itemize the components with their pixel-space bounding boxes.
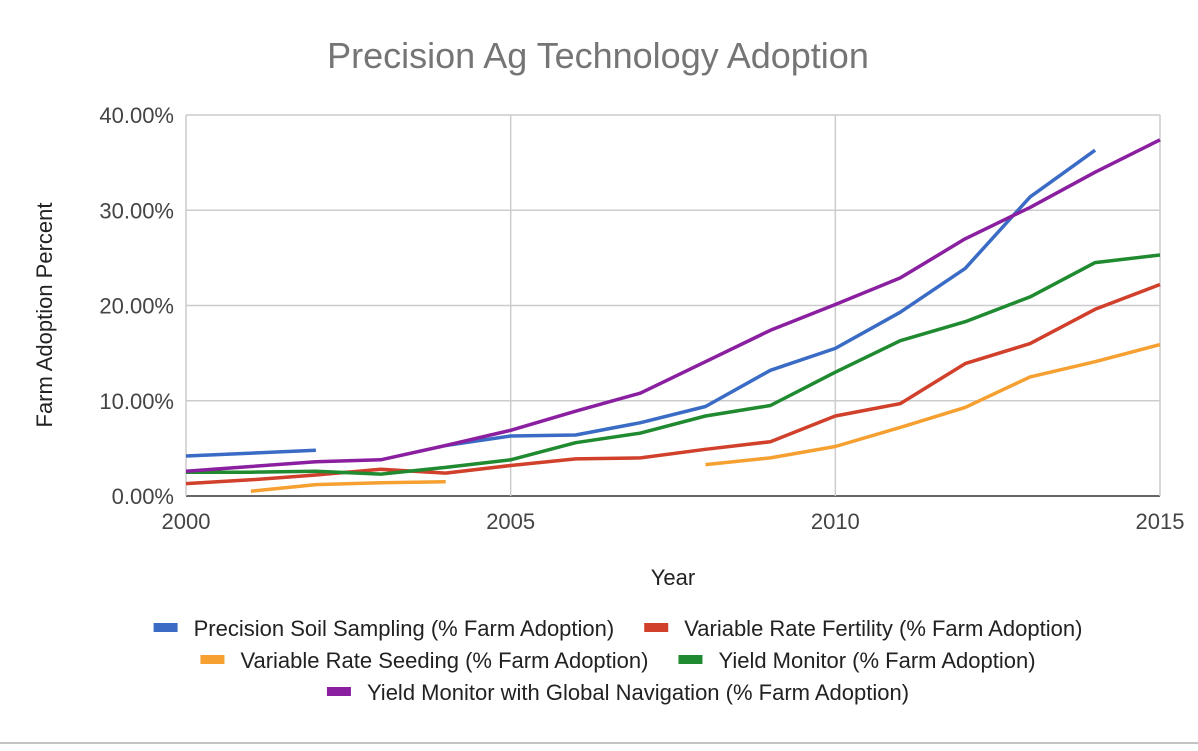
gridlines xyxy=(185,114,1161,497)
x-axis-title: Year xyxy=(651,565,695,590)
legend-swatch xyxy=(153,623,178,632)
legend-item: Variable Rate Fertility (% Farm Adoption… xyxy=(644,616,1082,641)
series-line-5 xyxy=(185,138,1161,473)
y-tick-label: 40.00% xyxy=(99,103,174,128)
legend-label: Variable Rate Fertility (% Farm Adoption… xyxy=(684,616,1082,641)
legend-swatch xyxy=(326,687,351,696)
legend-label: Yield Monitor (% Farm Adoption) xyxy=(718,648,1035,673)
chart-title: Precision Ag Technology Adoption xyxy=(327,35,869,76)
x-tick-label: 2015 xyxy=(1136,509,1185,534)
series-line-3 xyxy=(705,342,1161,467)
y-tick-label: 0.00% xyxy=(112,484,174,509)
y-tick-label: 30.00% xyxy=(99,198,174,223)
series-line-1 xyxy=(185,448,316,458)
y-tick-label: 20.00% xyxy=(99,294,174,319)
legend-swatch xyxy=(644,623,669,632)
series-line-4 xyxy=(186,253,1161,476)
legend-item: Variable Rate Seeding (% Farm Adoption) xyxy=(200,648,648,673)
x-tick-label: 2000 xyxy=(162,509,211,534)
legend-item: Yield Monitor (% Farm Adoption) xyxy=(678,648,1036,673)
legend-label: Precision Soil Sampling (% Farm Adoption… xyxy=(194,616,615,641)
legend-swatch xyxy=(678,655,703,664)
legend-label: Variable Rate Seeding (% Farm Adoption) xyxy=(240,648,648,673)
x-tick-label: 2010 xyxy=(811,509,860,534)
legend-label: Yield Monitor with Global Navigation (% … xyxy=(367,680,909,705)
y-axis-title: Farm Adoption Percent xyxy=(32,202,57,427)
legend-item: Precision Soil Sampling (% Farm Adoption… xyxy=(153,616,615,641)
legend-swatch xyxy=(200,655,225,664)
series-line-3 xyxy=(250,479,446,493)
y-tick-label: 10.00% xyxy=(99,389,174,414)
tick-labels: 0.00% 10.00% 20.00% 30.00% 40.00% 2000 2005 201… xyxy=(99,103,1184,534)
legend: Precision Soil Sampling (% Farm Adoption… xyxy=(153,616,1082,705)
legend-item: Yield Monitor with Global Navigation (% … xyxy=(326,680,909,705)
x-tick-label: 2005 xyxy=(486,509,535,534)
series-line-1 xyxy=(445,148,1097,448)
series-lines xyxy=(185,138,1161,493)
